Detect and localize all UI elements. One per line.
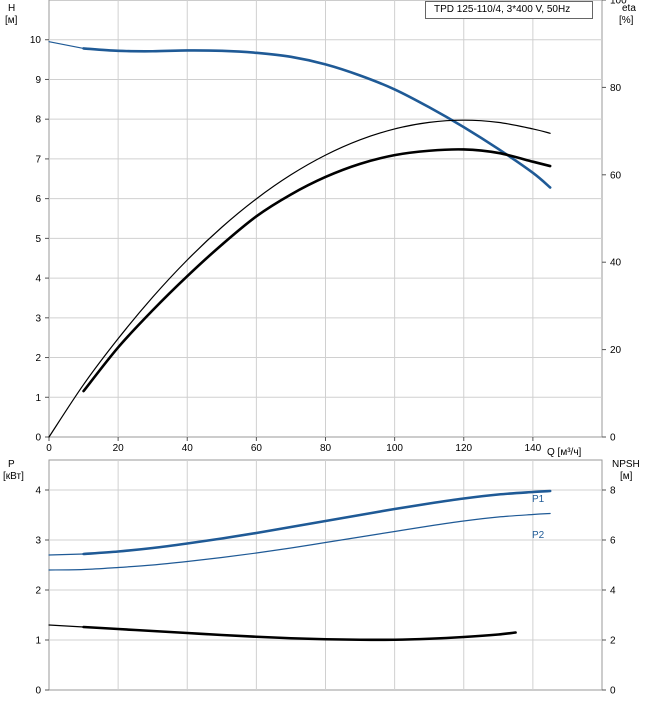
top-left-tick-label: 7 <box>35 154 41 165</box>
x-tick-label: 80 <box>320 443 332 454</box>
top-right-tick-label: 80 <box>610 83 622 94</box>
top-left-tick-label: 5 <box>35 234 41 245</box>
bottom-right-tick-label: 6 <box>610 536 616 547</box>
top-left-tick-label: 3 <box>35 313 41 324</box>
bottom-series-0-line <box>48 553 85 556</box>
curves-layer <box>48 41 552 642</box>
top-right-tick-label: 0 <box>610 433 616 444</box>
bottom-left-tick-label: 0 <box>35 686 41 697</box>
top-left-tick-label: 9 <box>35 75 41 86</box>
top-left-tick-label: 2 <box>35 353 41 364</box>
bottom-left-axis-label: P <box>8 459 15 470</box>
x-tick-label: 140 <box>525 443 542 454</box>
x-tick-label: 40 <box>182 443 194 454</box>
top-right-axis-unit: [%] <box>619 15 634 26</box>
top-left-tick-label: 1 <box>35 393 41 404</box>
top-left-tick-label: 0 <box>35 433 41 444</box>
top-left-tick-label: 4 <box>35 274 41 285</box>
x-tick-label: 120 <box>455 443 472 454</box>
top-right-axis-label: eta <box>622 3 636 14</box>
bottom-right-tick-label: 8 <box>610 486 616 497</box>
bottom-right-axis-unit: [м] <box>620 471 633 482</box>
top-left-tick-label: 10 <box>30 35 42 46</box>
top-series-3-line <box>82 148 552 393</box>
top-right-tick-label: 40 <box>610 258 622 269</box>
top-left-axis-unit: [м] <box>5 15 18 26</box>
p1-curve-label: P1 <box>532 494 545 505</box>
bottom-right-tick-label: 0 <box>610 686 616 697</box>
top-right-tick-label: 60 <box>610 170 622 181</box>
x-tick-label: 100 <box>386 443 403 454</box>
top-right-tick-label: 100 <box>610 0 627 7</box>
top-series-1-line <box>82 47 552 189</box>
x-axis-label: Q [м³/ч] <box>547 447 582 458</box>
bottom-series-4-line <box>82 625 517 642</box>
bottom-left-tick-label: 2 <box>35 586 41 597</box>
bottom-series-3-line <box>48 624 85 628</box>
top-series-0-line <box>48 41 85 50</box>
bottom-left-axis-unit: [кВт] <box>3 471 24 482</box>
bottom-chart-grid <box>45 459 606 691</box>
x-tick-label: 20 <box>113 443 125 454</box>
p2-curve-label: P2 <box>532 530 545 541</box>
bottom-left-tick-label: 4 <box>35 486 41 497</box>
bottom-right-tick-label: 4 <box>610 586 616 597</box>
x-tick-label: 60 <box>251 443 263 454</box>
chart-title-legend: TPD 125-110/4, 3*400 V, 50Hz <box>425 1 593 19</box>
top-right-tick-label: 20 <box>610 345 622 356</box>
top-chart-grid <box>45 0 606 441</box>
top-left-tick-label: 8 <box>35 115 41 126</box>
x-tick-label: 0 <box>46 443 52 454</box>
bottom-left-tick-label: 3 <box>35 536 41 547</box>
top-left-axis-label: H <box>8 3 15 14</box>
top-series-2-line <box>48 119 551 438</box>
bottom-left-tick-label: 1 <box>35 636 41 647</box>
bottom-series-1-line <box>82 489 552 556</box>
bottom-right-tick-label: 2 <box>610 636 616 647</box>
bottom-series-2-line <box>48 512 551 571</box>
bottom-right-axis-label: NPSH <box>612 459 640 470</box>
top-left-tick-label: 6 <box>35 194 41 205</box>
